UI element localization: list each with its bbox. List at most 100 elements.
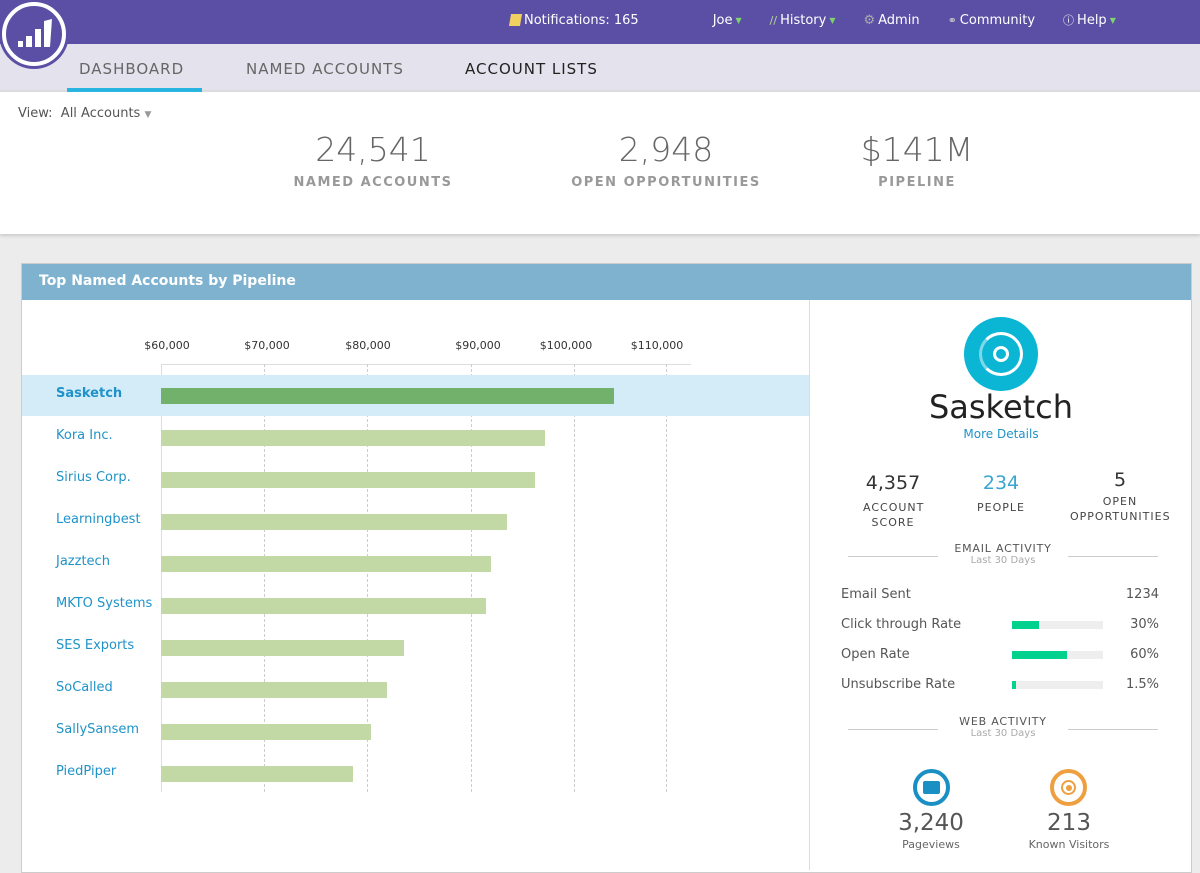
x-tick-label: $70,000 — [244, 339, 290, 352]
bar[interactable] — [161, 388, 614, 404]
bar[interactable] — [161, 724, 372, 740]
metric-label: Click through Rate — [841, 617, 962, 632]
chart-row[interactable]: SallySansem — [22, 711, 809, 752]
bar[interactable] — [161, 514, 508, 530]
chart-row[interactable]: Learningbest — [22, 501, 809, 542]
gridline — [666, 364, 667, 792]
stat-value: 4,357 — [865, 472, 921, 494]
y-axis-line — [161, 364, 162, 792]
email-metric-row: Unsubscribe Rate 1.5% — [841, 677, 1159, 692]
chart-row[interactable]: SoCalled — [22, 669, 809, 710]
help-menu[interactable]: ⓘ Help ▼ — [1063, 12, 1116, 28]
gridline — [367, 364, 368, 792]
notification-icon — [508, 14, 523, 26]
notifications-label: Notifications: 165 — [524, 12, 639, 28]
account-label[interactable]: SallySansem — [56, 722, 140, 737]
kpi-label: OPEN OPPORTUNITIES — [571, 175, 761, 190]
metric-label: Unsubscribe Rate — [841, 677, 956, 692]
kpi-named-accounts: 24,541 NAMED ACCOUNTS — [253, 130, 493, 190]
gridline — [264, 364, 265, 792]
account-label[interactable]: PiedPiper — [56, 764, 117, 779]
stat-label: OPEN OPPORTUNITIES — [1070, 495, 1171, 523]
section-subtitle: Last 30 Days — [970, 555, 1036, 566]
bar[interactable] — [161, 598, 487, 614]
bar[interactable] — [161, 556, 491, 572]
x-tick-label: $60,000 — [144, 339, 190, 352]
tab-dashboard[interactable]: DASHBOARD — [67, 60, 203, 92]
stat-people: 234 PEOPLE — [951, 472, 1051, 515]
bar[interactable] — [161, 430, 546, 446]
account-detail: Sasketch More Details 4,357 ACCOUNT SCORE… — [810, 300, 1192, 870]
user-label: Joe — [712, 12, 733, 28]
chart-row[interactable]: Sirius Corp. — [22, 459, 809, 500]
chart-row[interactable]: SES Exports — [22, 627, 809, 668]
section-subtitle: Last 30 Days — [970, 728, 1036, 739]
caret-down-icon: ▼ — [1109, 15, 1116, 25]
pageviews-icon — [913, 769, 950, 806]
chart-row[interactable]: Sasketch — [22, 375, 809, 416]
account-label[interactable]: SES Exports — [56, 638, 135, 653]
account-label[interactable]: MKTO Systems — [56, 596, 153, 611]
more-details-link[interactable]: More Details — [963, 427, 1039, 441]
help-label: Help — [1077, 12, 1107, 28]
account-label[interactable]: Jazztech — [56, 554, 110, 569]
kpi-pipeline: $141M PIPELINE — [797, 130, 1037, 190]
view-label: View: — [18, 106, 53, 121]
tab-named-accounts[interactable]: NAMED ACCOUNTS — [246, 60, 404, 78]
metric-progress-bar — [1012, 651, 1103, 659]
history-icon: // — [769, 13, 778, 27]
gear-icon: ⚙ — [863, 12, 876, 28]
account-label[interactable]: Sirius Corp. — [56, 470, 131, 485]
known-visitors-icon — [1050, 769, 1087, 806]
admin-label: Admin — [878, 12, 920, 28]
web-activity-header: WEB ACTIVITY Last 30 Days — [848, 715, 1158, 739]
x-tick-label: $80,000 — [345, 339, 391, 352]
bar[interactable] — [161, 682, 387, 698]
x-tick-label: $90,000 — [455, 339, 501, 352]
account-label[interactable]: Kora Inc. — [56, 428, 113, 443]
bar[interactable] — [161, 640, 405, 656]
kpi-label: PIPELINE — [878, 175, 956, 190]
x-tick-label: $100,000 — [539, 339, 593, 352]
notifications-link[interactable]: Notifications: 165 — [508, 12, 639, 28]
logo[interactable] — [2, 2, 66, 66]
chart-row[interactable]: PiedPiper — [22, 753, 809, 794]
gridline — [471, 364, 472, 792]
chevron-down-icon: ▼ — [144, 110, 152, 120]
account-label[interactable]: Learningbest — [56, 512, 141, 527]
metric-value: 1234 — [1125, 587, 1159, 602]
chart-row[interactable]: MKTO Systems — [22, 585, 809, 626]
kpi-label: NAMED ACCOUNTS — [293, 175, 453, 190]
x-tick-label: $110,000 — [630, 339, 684, 352]
kpi-open-opportunities: 2,948 OPEN OPPORTUNITIES — [546, 130, 786, 190]
metric-progress-bar — [1012, 621, 1103, 629]
metric-label: Open Rate — [841, 647, 910, 662]
user-menu[interactable]: Joe ▼ — [713, 13, 742, 28]
caret-down-icon: ▼ — [735, 15, 742, 25]
section-title: WEB ACTIVITY — [959, 715, 1047, 728]
tab-bar: DASHBOARD NAMED ACCOUNTS ACCOUNT LISTS — [0, 44, 1200, 92]
tab-account-lists[interactable]: ACCOUNT LISTS — [465, 60, 598, 78]
stat-open-opportunities: 5 OPEN OPPORTUNITIES — [1050, 469, 1190, 524]
account-label[interactable]: Sasketch — [56, 386, 123, 401]
chart-row[interactable]: Kora Inc. — [22, 417, 809, 458]
pageviews-value: 3,240 — [898, 810, 964, 836]
history-menu[interactable]: //History ▼ — [770, 13, 836, 28]
community-link[interactable]: ⚭ Community — [948, 13, 1035, 28]
bar[interactable] — [161, 766, 353, 782]
account-icon — [964, 317, 1038, 391]
kpi-value: 24,541 — [315, 130, 431, 169]
chart-row[interactable]: Jazztech — [22, 543, 809, 584]
pipeline-bar-chart: $60,000 $70,000 $80,000 $90,000 $100,000 $110… — [22, 300, 810, 870]
bar[interactable] — [161, 472, 535, 488]
admin-link[interactable]: ⚙ Admin — [863, 13, 919, 28]
gridline — [574, 364, 575, 792]
known-visitors-value: 213 — [1047, 810, 1091, 836]
top-accounts-panel: Top Named Accounts by Pipeline $60,000 $7… — [21, 263, 1192, 873]
panel-title: Top Named Accounts by Pipeline — [22, 264, 1191, 300]
pageviews-label: Pageviews — [902, 838, 960, 851]
view-selector[interactable]: View: All Accounts ▼ — [18, 106, 151, 121]
metric-progress-bar — [1012, 681, 1103, 689]
stat-label: ACCOUNT SCORE — [863, 501, 925, 529]
account-label[interactable]: SoCalled — [56, 680, 113, 695]
